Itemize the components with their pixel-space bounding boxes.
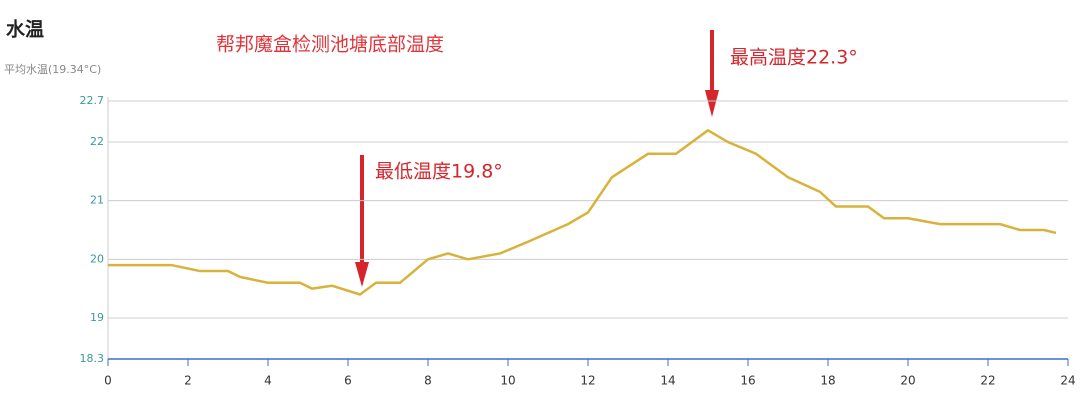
annotation: 帮邦魔盒检测池塘底部温度 [216,34,444,56]
arrow [355,30,719,287]
x-tick-label: 6 [344,374,352,388]
annotation: 最低温度19.8° [375,161,503,183]
chart-title: 水温 [6,19,44,41]
annotation: 最高温度22.3° [730,47,858,69]
y-tick-label: 19 [90,311,104,324]
y-tick-label: 22.7 [80,94,105,107]
y-tick-label: 20 [90,252,104,265]
x-tick-label: 12 [580,374,595,388]
y-tick-label: 18.3 [80,352,105,365]
y-tick-label: 21 [90,194,104,207]
y-tick-label: 22 [90,135,104,148]
data-line [108,129,1057,296]
x-tick-label: 22 [980,374,995,388]
x-tick-label: 14 [660,374,675,388]
chart-subtitle: 平均水温(19.34°C) [4,63,101,76]
x-tick-label: 0 [104,374,112,388]
x-tick-label: 8 [424,374,432,388]
x-tick-label: 10 [500,374,515,388]
x-tick-label: 2 [184,374,192,388]
x-tick-label: 24 [1060,374,1075,388]
x-tick-label: 18 [820,374,835,388]
x-tick-label: 4 [264,374,272,388]
x-tick-label: 16 [740,374,755,388]
x-tick-label: 20 [900,374,915,388]
